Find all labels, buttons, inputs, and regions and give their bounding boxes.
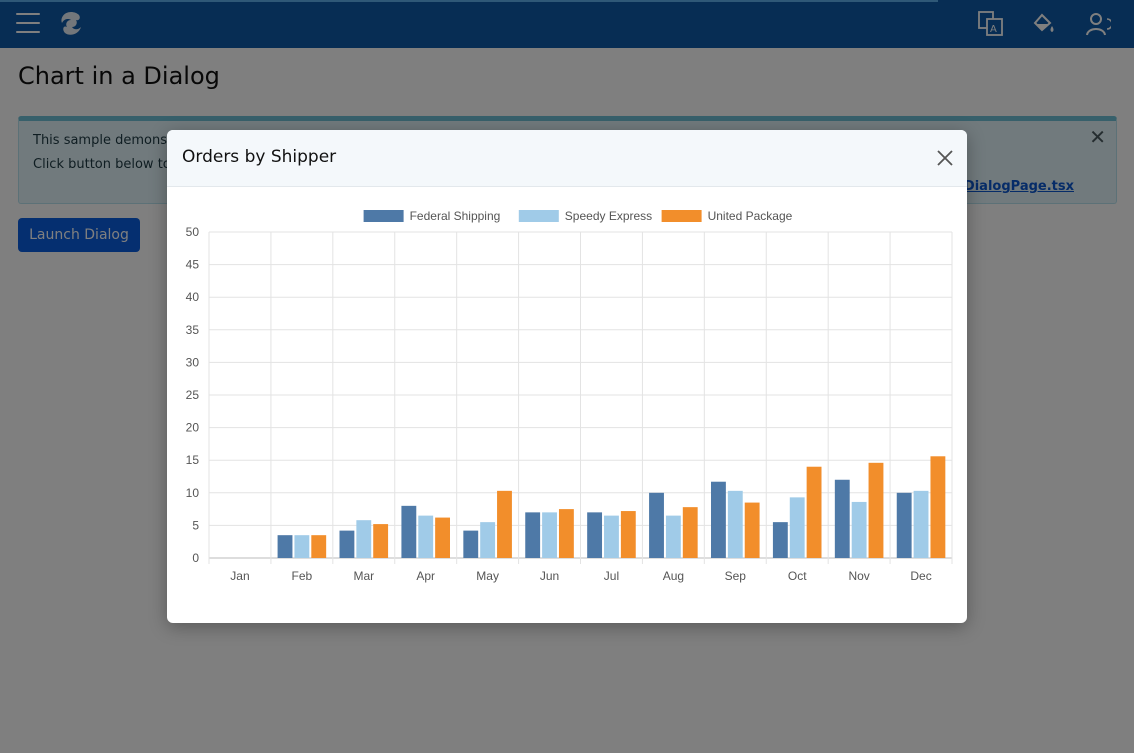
bar-united-package bbox=[930, 456, 946, 558]
bar-united-package bbox=[806, 466, 822, 558]
bar-federal-shipping bbox=[896, 492, 912, 558]
bar-speedy-express bbox=[356, 520, 372, 558]
bar-federal-shipping bbox=[401, 505, 417, 558]
bar-united-package bbox=[373, 524, 389, 558]
y-tick-label: 20 bbox=[186, 421, 200, 435]
bar-federal-shipping bbox=[277, 535, 293, 558]
bar-speedy-express bbox=[542, 512, 557, 558]
bar-speedy-express bbox=[789, 497, 805, 558]
bar-speedy-express bbox=[294, 535, 310, 558]
bar-united-package bbox=[435, 517, 450, 558]
legend-swatch bbox=[518, 210, 559, 222]
bar-federal-shipping bbox=[339, 530, 355, 558]
bar-federal-shipping bbox=[711, 481, 726, 558]
y-tick-label: 45 bbox=[186, 258, 200, 272]
legend-label: United Package bbox=[708, 209, 793, 223]
y-tick-label: 0 bbox=[192, 551, 199, 565]
bar-united-package bbox=[311, 535, 327, 558]
bar-speedy-express bbox=[418, 515, 434, 558]
x-tick-label: Mar bbox=[353, 569, 374, 583]
bar-united-package bbox=[682, 507, 698, 558]
x-tick-label: Oct bbox=[788, 569, 807, 583]
dialog-header: Orders by Shipper bbox=[167, 130, 967, 187]
x-tick-label: Sep bbox=[725, 569, 747, 583]
y-tick-label: 35 bbox=[186, 323, 200, 337]
x-tick-label: Aug bbox=[663, 569, 684, 583]
bar-federal-shipping bbox=[525, 512, 541, 558]
bar-united-package bbox=[868, 462, 884, 558]
x-tick-label: Jul bbox=[604, 569, 619, 583]
dialog-title: Orders by Shipper bbox=[182, 147, 337, 167]
bar-speedy-express bbox=[665, 515, 681, 558]
x-tick-label: Dec bbox=[910, 569, 931, 583]
y-tick-label: 10 bbox=[186, 486, 200, 500]
bar-speedy-express bbox=[604, 515, 619, 558]
dialog-close-icon[interactable] bbox=[935, 148, 955, 168]
chart-dialog: Orders by Shipper 0 5 10 15 20 25 30 35 40 45 50 Ja… bbox=[167, 130, 967, 623]
y-tick-label: 30 bbox=[186, 355, 200, 369]
bar-united-package bbox=[497, 490, 512, 558]
legend-label: Federal Shipping bbox=[410, 209, 501, 223]
legend-swatch bbox=[363, 210, 404, 222]
x-tick-label: Apr bbox=[416, 569, 435, 583]
y-tick-label: 50 bbox=[186, 225, 200, 239]
bar-united-package bbox=[558, 509, 574, 558]
y-tick-label: 5 bbox=[192, 518, 199, 532]
y-tick-label: 15 bbox=[186, 453, 200, 467]
x-tick-label: Nov bbox=[848, 569, 869, 583]
bar-federal-shipping bbox=[772, 522, 788, 558]
bar-federal-shipping bbox=[649, 492, 664, 558]
y-tick-label: 25 bbox=[186, 388, 200, 402]
bar-speedy-express bbox=[851, 501, 867, 558]
legend-swatch bbox=[661, 210, 702, 222]
x-tick-label: May bbox=[476, 569, 499, 583]
orders-bar-chart: 0 5 10 15 20 25 30 35 40 45 50 Jan Feb Mar Apr May Jun Ju… bbox=[186, 209, 953, 583]
bar-united-package bbox=[620, 511, 636, 558]
bar-federal-shipping bbox=[834, 479, 850, 558]
bar-united-package bbox=[744, 502, 760, 558]
y-tick-label: 40 bbox=[186, 290, 200, 304]
x-tick-label: Jan bbox=[230, 569, 249, 583]
bar-speedy-express bbox=[913, 490, 929, 558]
bar-speedy-express bbox=[727, 490, 743, 558]
x-tick-label: Feb bbox=[292, 569, 313, 583]
bar-federal-shipping bbox=[463, 530, 479, 558]
bar-federal-shipping bbox=[587, 512, 603, 558]
bar-speedy-express bbox=[480, 522, 496, 558]
x-tick-label: Jun bbox=[540, 569, 559, 583]
legend-label: Speedy Express bbox=[565, 209, 652, 223]
